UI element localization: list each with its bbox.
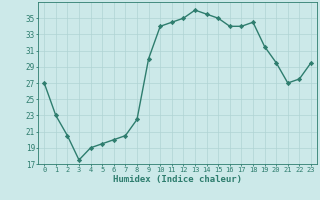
X-axis label: Humidex (Indice chaleur): Humidex (Indice chaleur) [113, 175, 242, 184]
